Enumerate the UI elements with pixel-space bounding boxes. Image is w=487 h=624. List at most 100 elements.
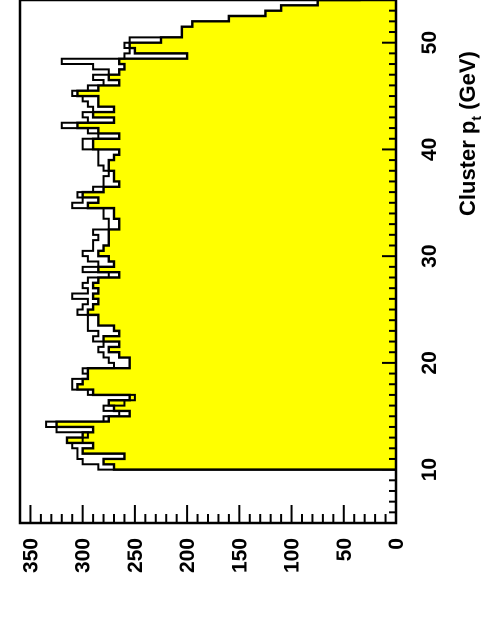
histogram-fill-bar — [87, 202, 396, 209]
histogram-fill-bar — [56, 421, 397, 428]
histogram-fill-bar — [108, 346, 397, 353]
histogram-fill-bar — [129, 410, 396, 417]
histogram-fill-bar — [82, 378, 397, 385]
histogram-fill-bar — [98, 197, 396, 204]
histogram-fill-bar — [114, 170, 396, 177]
histogram-fill-bar — [82, 192, 397, 199]
histogram-fill-bar — [265, 10, 396, 17]
histogram-outline-layer — [45, 0, 396, 471]
y-axis-tick-labels: 0 50 100 150 200 250 300 350 — [19, 538, 408, 573]
histogram-fill-bar — [82, 432, 397, 439]
histogram-fill-bar — [82, 448, 397, 455]
histogram-fill-bar — [317, 0, 396, 6]
histogram-fill-bar — [181, 32, 396, 38]
x-tick-label: 50 — [418, 31, 441, 54]
y-tick-label: 200 — [176, 538, 199, 573]
histogram-outline-outline — [45, 0, 396, 471]
histogram-fill-bar — [129, 362, 396, 369]
histogram-fill-bar — [114, 405, 396, 412]
histogram-fill-bar — [119, 330, 396, 337]
histogram-fill-bar — [129, 394, 396, 401]
histogram-fill-bar — [134, 48, 396, 54]
histogram-fill-bar — [114, 261, 396, 268]
x-axis-title: Cluster pt (GeV) — [455, 51, 484, 216]
histogram-fill-bar — [114, 464, 396, 471]
histogram-fill-bar — [114, 325, 396, 332]
histogram-fill-bar — [108, 160, 397, 167]
histogram-fill-bar — [108, 240, 397, 247]
histogram-fill-bar — [77, 384, 396, 391]
histogram-fill-bar — [119, 149, 396, 156]
y-tick-label: 0 — [385, 538, 408, 550]
x-tick-label: 30 — [418, 244, 441, 267]
histogram-fill-bar — [98, 85, 396, 92]
histogram-fill-bar — [77, 122, 396, 129]
histogram-fill-bar — [119, 224, 396, 231]
x-tick-label: 10 — [418, 458, 441, 481]
histogram-fill-bar — [114, 208, 396, 215]
histogram-fill-bar — [93, 293, 396, 300]
x-axis-title-main: Cluster p — [455, 121, 480, 216]
histogram-fill-bar — [77, 90, 396, 97]
histogram-fill-bar — [103, 458, 397, 465]
histogram-fill-bar — [98, 288, 396, 295]
histogram-fill-bar — [93, 138, 396, 145]
histogram-fill-bar — [87, 368, 396, 375]
histogram-fill-bar — [119, 58, 396, 65]
histogram-fill-bar — [93, 144, 396, 151]
histogram-fill-bar — [103, 336, 397, 343]
y-axis-ticks — [19, 505, 397, 523]
histogram-fill-bar — [119, 341, 396, 348]
histogram-fill-bar — [187, 53, 396, 60]
histogram-fill-bar — [87, 309, 396, 316]
histogram-fill-bar — [108, 74, 397, 81]
histogram-fill-bar — [103, 186, 397, 193]
histogram-fill-bar — [129, 357, 396, 364]
histogram-fill-bar — [119, 133, 396, 140]
histogram-fill-bar — [108, 229, 397, 236]
histogram-fill-bar — [119, 352, 396, 359]
histogram-fill-bar — [114, 106, 396, 113]
x-axis-title-subscript: t — [468, 116, 484, 121]
histogram-fill-bar — [119, 272, 396, 279]
histogram-fill-bar — [93, 426, 396, 433]
histogram-fill-bar — [129, 42, 396, 49]
histogram-fill-bar — [98, 266, 396, 273]
histogram-fill-bar — [181, 26, 396, 33]
histogram-fill-bar — [281, 5, 396, 12]
y-tick-label: 100 — [281, 538, 304, 573]
x-axis-ticks — [382, 0, 396, 524]
histogram-fill-bar — [192, 21, 396, 28]
y-tick-label: 250 — [124, 538, 147, 573]
histogram-fill-bar — [114, 154, 396, 161]
histogram-fill-bar — [103, 245, 397, 252]
histogram-fill-bar — [228, 16, 396, 22]
histogram-fill-bar — [98, 314, 396, 321]
histogram-fill-bar — [108, 165, 397, 172]
histogram-fill-bar — [98, 320, 396, 327]
histogram-fill-bar — [124, 453, 396, 460]
histogram-fill-bar — [108, 256, 397, 263]
histogram-fill-bar — [98, 96, 396, 102]
histogram-fill-bar — [98, 128, 396, 135]
histogram-fill-bar — [87, 373, 396, 380]
x-axis-title-unit: (GeV) — [455, 51, 480, 116]
histogram-fill-bar — [119, 181, 396, 188]
histogram-fill-bar — [161, 37, 396, 44]
histogram-fill-bar — [67, 437, 396, 444]
x-axis-tick-labels: 10 20 30 40 50 — [418, 31, 441, 481]
histogram-fill-bar — [108, 234, 397, 241]
histogram-fill-bar — [114, 176, 396, 183]
y-tick-label: 50 — [333, 538, 356, 561]
histogram-fill-bar — [108, 400, 397, 407]
y-tick-label: 300 — [72, 538, 95, 573]
histogram-fill-bar — [93, 112, 396, 119]
y-tick-label: 150 — [228, 538, 251, 573]
histogram-fill-bar — [93, 282, 396, 289]
histogram-fill-bar — [93, 389, 396, 396]
histogram-fill-bar — [108, 416, 397, 423]
histogram-fill-bar — [93, 304, 396, 311]
y-tick-label: 350 — [19, 538, 42, 573]
histogram-fill-bar — [124, 64, 396, 70]
